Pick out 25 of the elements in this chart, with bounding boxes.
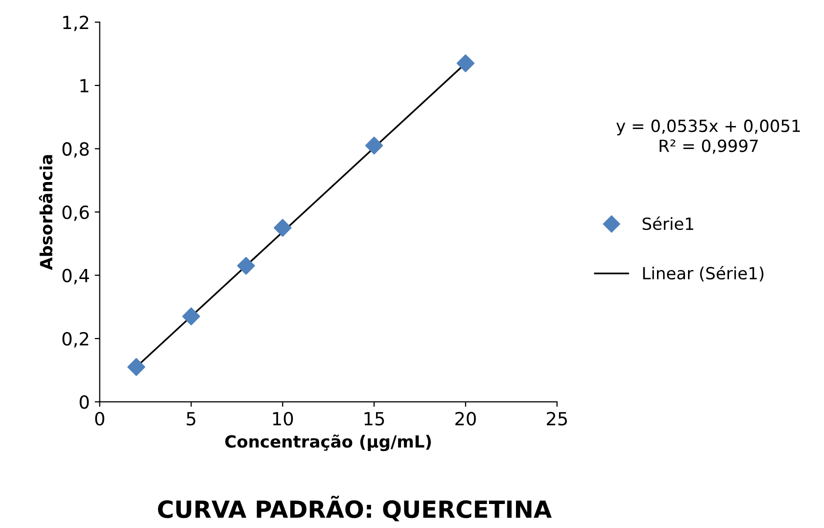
- point: [274, 218, 292, 237]
- legend-label: Linear (Série1): [643, 266, 764, 282]
- x-tick-label: 0: [95, 412, 104, 426]
- point: [182, 307, 200, 326]
- point: [365, 136, 384, 154]
- x-tick-label: 20: [455, 412, 476, 426]
- y-axis-title: Absorbância: [38, 155, 52, 270]
- y-tick-label: 0,2: [62, 332, 88, 348]
- y-tick-label: 0,6: [62, 205, 89, 221]
- x-tick-label: 5: [186, 412, 196, 426]
- legend-label: Série1: [642, 216, 694, 230]
- point: [456, 54, 474, 72]
- y-tick-label: 0,4: [62, 268, 89, 284]
- point: [237, 256, 255, 275]
- y-tick-label: 1: [80, 79, 88, 92]
- x-tick-label: 10: [273, 412, 293, 426]
- x-tick-label: 15: [364, 412, 384, 426]
- x-tick-label: 25: [546, 412, 567, 426]
- x-axis-title: Concentração (µg/mL): [225, 434, 431, 452]
- y-tick-label: 0: [80, 395, 89, 409]
- text: y = 0,0535x + 0,0051 R² = 0,9997: [616, 120, 800, 154]
- y-tick-label: 1,2: [63, 16, 88, 32]
- point: [127, 358, 146, 376]
- text: CURVA PADRÃO: QUERCETINA: [158, 496, 552, 522]
- y-tick-label: 0,8: [62, 142, 89, 158]
